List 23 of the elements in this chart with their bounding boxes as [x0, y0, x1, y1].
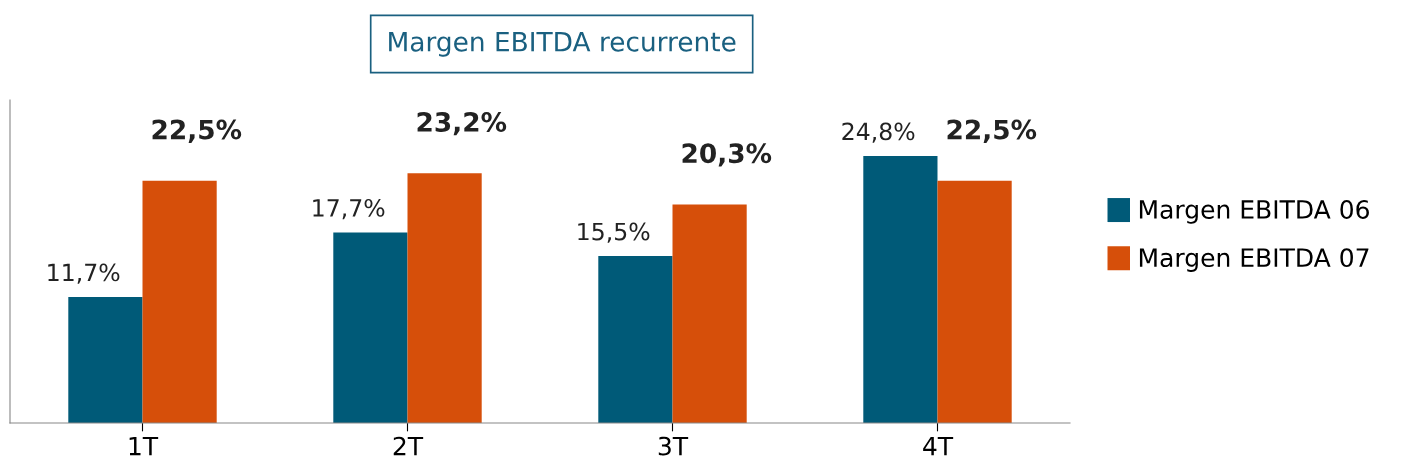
legend-label: Margen EBITDA 07	[1139, 248, 1369, 272]
data-label: 17,7%	[313, 198, 385, 220]
data-label: 22,5%	[947, 119, 1037, 143]
bar	[142, 180, 217, 423]
bar	[333, 232, 408, 423]
bar	[672, 204, 747, 423]
data-label: 24,8%	[842, 122, 915, 143]
x-tick-label: 1T	[129, 436, 159, 456]
data-label: 15,5%	[578, 222, 650, 243]
data-label: 23,2%	[417, 112, 507, 136]
legend-label: Margen EBITDA 06	[1139, 200, 1369, 224]
chart-title: Margen EBITDA recurrente	[389, 32, 736, 57]
bar	[407, 173, 482, 423]
bar	[863, 155, 938, 423]
data-label: 22,5%	[152, 119, 242, 143]
x-tick-label: 4T	[923, 436, 954, 456]
x-tick-label: 2T	[393, 436, 424, 456]
x-tick-label: 3T	[658, 436, 689, 456]
data-label: 11,7%	[48, 263, 120, 284]
bar	[598, 256, 673, 423]
bar	[937, 180, 1012, 423]
bar	[68, 297, 143, 423]
data-label: 20,3%	[682, 143, 772, 167]
